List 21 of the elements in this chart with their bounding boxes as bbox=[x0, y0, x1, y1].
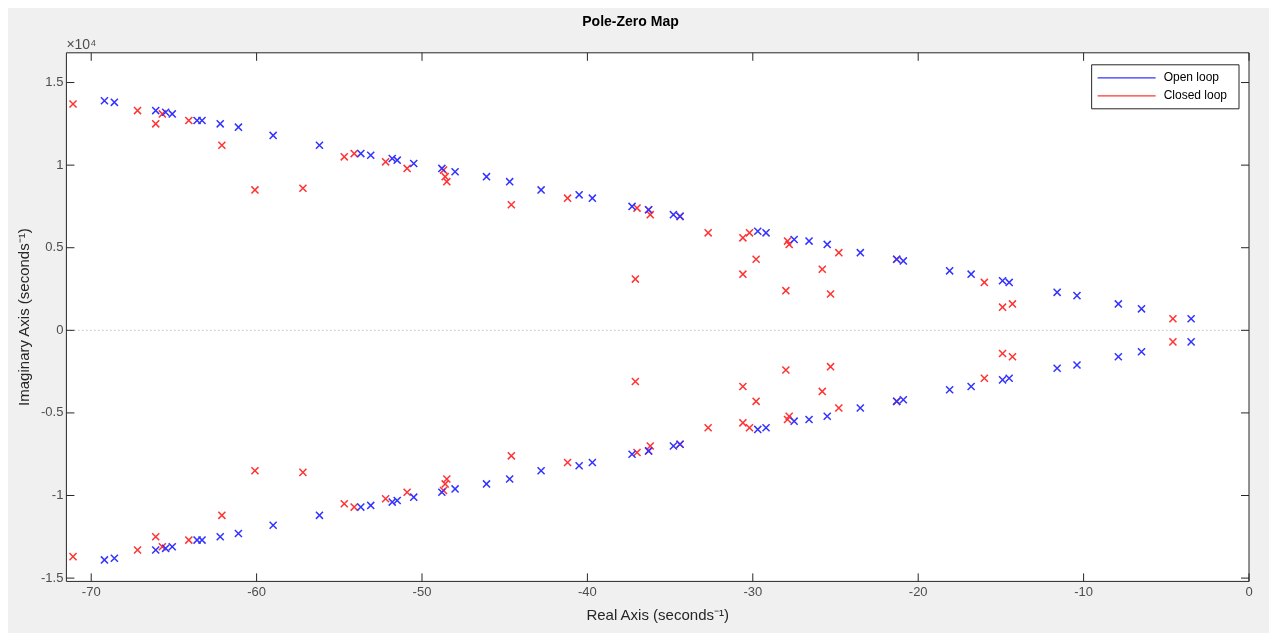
x-tick-label: -10 bbox=[1074, 583, 1093, 599]
y-tick-label: 1.5 bbox=[45, 74, 64, 90]
text: ×10⁴ bbox=[66, 35, 97, 52]
legend-label: Closed loop bbox=[1163, 88, 1228, 103]
y-tick-label: 0 bbox=[56, 321, 64, 337]
y-axis-title: Imaginary Axis (seconds⁻¹) bbox=[15, 228, 33, 406]
y-tick-label: 0.5 bbox=[45, 239, 64, 255]
x-tick-label: 0 bbox=[1245, 583, 1253, 599]
x-tick-label: -40 bbox=[578, 583, 597, 599]
x-tick-label: -60 bbox=[247, 583, 267, 599]
x-tick-label: -20 bbox=[908, 583, 928, 599]
y-tick-label: -1.5 bbox=[40, 569, 64, 585]
y-tick-label: -1 bbox=[51, 487, 64, 503]
x-tick-label: -30 bbox=[743, 583, 763, 599]
legend-label: Open loop bbox=[1163, 70, 1220, 85]
y-tick-label: 1 bbox=[56, 156, 64, 172]
x-tick-label: -50 bbox=[412, 583, 432, 599]
x-axis-title: Real Axis (seconds⁻¹) bbox=[586, 606, 729, 624]
chart-title: Pole-Zero Map bbox=[582, 13, 679, 30]
x-tick-label: -70 bbox=[81, 583, 101, 599]
y-tick-label: -0.5 bbox=[40, 404, 64, 420]
